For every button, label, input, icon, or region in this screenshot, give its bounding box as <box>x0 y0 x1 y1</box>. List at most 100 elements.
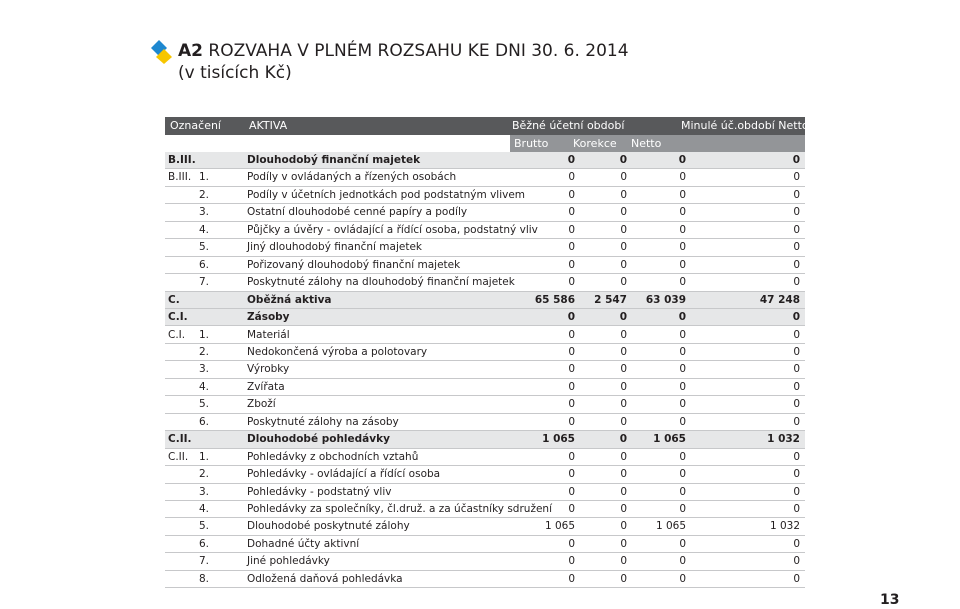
value-cell: 63 039 <box>645 293 686 306</box>
table-row: C.I. Zásoby 0 0 0 0 <box>165 309 805 327</box>
value-cell: 1 065 <box>542 433 575 446</box>
table-row: 3. Ostatní dlouhodobé cenné papíry a podí… <box>165 204 805 222</box>
label-cell: Výrobky <box>247 363 290 376</box>
label-cell: Zvířata <box>247 380 285 393</box>
value-cell: 0 <box>793 398 800 411</box>
value-cell: 0 <box>793 468 800 481</box>
value-cell: 0 <box>792 311 800 324</box>
value-cell: 0 <box>620 241 627 254</box>
value-cell: 0 <box>620 485 627 498</box>
code-cell: C.II. <box>168 450 189 463</box>
value-cell: 0 <box>793 363 800 376</box>
header-cell: Netto <box>631 137 662 150</box>
label-cell: Materiál <box>247 328 290 341</box>
value-cell: 0 <box>793 572 800 585</box>
value-cell: 0 <box>793 415 800 428</box>
number-cell: 7. <box>198 276 209 289</box>
value-cell: 0 <box>568 398 575 411</box>
number-cell: 6. <box>198 258 209 271</box>
value-cell: 0 <box>620 345 627 358</box>
value-cell: 0 <box>679 171 686 184</box>
value-cell: 0 <box>568 276 575 289</box>
value-cell: 0 <box>793 328 800 341</box>
table-row: 7. Poskytnuté zálohy na dlouhodobý finanč… <box>165 274 805 292</box>
number-cell: 5. <box>198 520 209 533</box>
table-row: 2. Nedokončená výroba a polotovary 0 0 0 0 <box>165 344 805 362</box>
label-cell: Poskytnuté zálohy na zásoby <box>247 415 399 428</box>
header-cell: Korekce <box>573 137 617 150</box>
subtitle: (v tisících Kč) <box>178 63 292 83</box>
table-row: 8. Odložená daňová pohledávka 0 0 0 0 <box>165 571 805 589</box>
label-cell: Pohledávky za společníky, čl.druž. a za … <box>247 503 552 515</box>
value-cell: 0 <box>793 241 800 254</box>
value-cell: 1 032 <box>769 520 800 533</box>
number-cell: 5. <box>198 241 209 254</box>
value-cell: 0 <box>620 328 627 341</box>
value-cell: 0 <box>620 171 627 184</box>
value-cell: 0 <box>679 468 686 481</box>
table-row: 6. Pořizovaný dlouhodobý finanční majetek… <box>165 257 805 275</box>
value-cell: 0 <box>568 537 575 550</box>
value-cell: 0 <box>620 450 627 463</box>
label-cell: Poskytnuté zálohy na dlouhodobý finanční… <box>247 276 515 289</box>
value-cell: 0 <box>568 572 575 585</box>
value-cell: 0 <box>679 537 686 550</box>
table-row: C.II. Dlouhodobé pohledávky 1 065 0 1 065 1 0… <box>165 431 805 449</box>
number-cell: 2. <box>198 188 209 201</box>
header-cell: Minulé úč.období Netto <box>681 119 809 132</box>
code-cell: B.III. <box>168 154 196 166</box>
table-row: 6. Dohadné účty aktivní 0 0 0 0 <box>165 536 805 554</box>
value-cell: 0 <box>793 188 800 201</box>
label-cell: Pohledávky z obchodních vztahů <box>247 450 419 463</box>
value-cell: 0 <box>793 258 800 271</box>
title-label: A2 <box>178 41 203 61</box>
header-cell: AKTIVA <box>249 119 288 132</box>
value-cell: 0 <box>620 188 627 201</box>
value-cell: 0 <box>793 450 800 463</box>
label-cell: Ostatní dlouhodobé cenné papíry a podíly <box>247 206 468 219</box>
code-cell: B.III. <box>168 171 192 184</box>
value-cell: 0 <box>679 188 686 201</box>
value-cell: 0 <box>568 450 575 463</box>
value-cell: 0 <box>568 503 575 515</box>
number-cell: 5. <box>198 398 209 411</box>
value-cell: 0 <box>619 154 627 166</box>
label-cell: Pořizovaný dlouhodobý finanční majetek <box>247 258 461 271</box>
value-cell: 47 248 <box>759 293 800 306</box>
value-cell: 65 586 <box>534 293 575 306</box>
value-cell: 0 <box>620 206 627 219</box>
label-cell: Jiný dlouhodobý finanční majetek <box>247 241 423 254</box>
value-cell: 0 <box>568 485 575 498</box>
code-cell: C.I. <box>168 328 186 341</box>
value-cell: 0 <box>568 468 575 481</box>
label-cell: Podíly v účetních jednotkách pod podstat… <box>247 188 526 201</box>
number-cell: 2. <box>198 345 209 358</box>
value-cell: 0 <box>568 223 575 236</box>
table-row: B.III. Dlouhodobý finanční majetek 0 0 0 0 <box>165 152 805 170</box>
value-cell: 0 <box>793 345 800 358</box>
value-cell: 0 <box>679 328 686 341</box>
value-cell: 0 <box>679 258 686 271</box>
value-cell: 0 <box>679 398 686 411</box>
label-cell: Dlouhodobé poskytnuté zálohy <box>247 520 410 533</box>
value-cell: 0 <box>793 503 800 515</box>
number-cell: 2. <box>198 468 209 481</box>
table-row: 4. Půjčky a úvěry - ovládající a řídící o… <box>165 222 805 240</box>
value-cell: 0 <box>568 171 575 184</box>
value-cell: 0 <box>620 555 627 568</box>
value-cell: 0 <box>793 485 800 498</box>
number-cell: 6. <box>198 415 209 428</box>
title-text: ROZVAHA V PLNÉM ROZSAHU KE DNI 30. 6. 20… <box>208 41 629 61</box>
value-cell: 0 <box>620 380 627 393</box>
value-cell: 0 <box>620 258 627 271</box>
value-cell: 0 <box>620 363 627 376</box>
number-cell: 3. <box>198 363 209 376</box>
code-cell: C.I. <box>168 311 188 324</box>
value-cell: 0 <box>568 363 575 376</box>
header-row <box>165 117 805 135</box>
table-row: C.I. 1. Materiál 0 0 0 0 <box>165 327 805 344</box>
label-cell: Dlouhodobé pohledávky <box>247 433 390 446</box>
header-cell: Brutto <box>514 137 549 150</box>
subheader-row <box>510 135 805 152</box>
value-cell: 0 <box>793 555 800 568</box>
